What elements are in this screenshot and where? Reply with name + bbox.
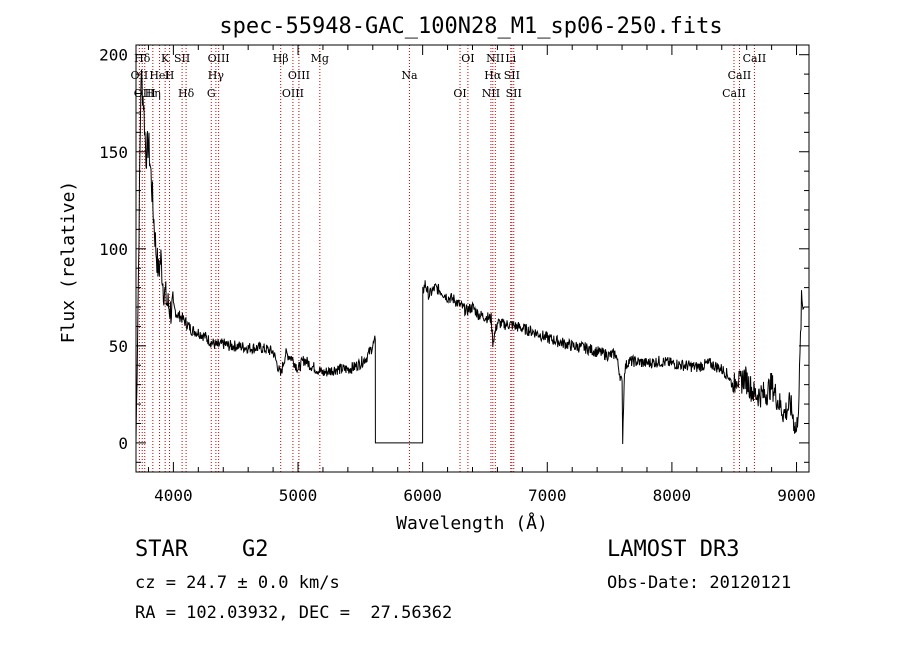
line-label-mg: Mg (311, 52, 329, 65)
line-label-nii: NII (482, 87, 500, 100)
line-label-hγ: Hγ (208, 69, 225, 82)
y-tick-label: 100 (99, 240, 128, 259)
x-tick-label: 4000 (154, 486, 193, 505)
line-label-na: Na (401, 69, 418, 82)
x-tick-label: 8000 (653, 486, 692, 505)
x-axis-ticks: 4000 5000 6000 7000 8000 9000 (147, 45, 816, 505)
observation-date: Obs-Date: 20120121 (607, 573, 792, 593)
line-label-g: G (207, 87, 216, 100)
spectrum-series-line (135, 69, 805, 445)
line-label-sii: SII (504, 69, 520, 82)
y-tick-label: 0 (118, 434, 128, 453)
line-label-caii: CaII (722, 87, 746, 100)
plot-frame (135, 44, 810, 473)
line-label-oi: OI (453, 87, 466, 100)
line-label-hδ: Hδ (178, 87, 195, 100)
y-tick-label: 50 (109, 337, 128, 356)
line-label-sii: SII (174, 52, 190, 65)
survey-name: LAMOST DR3 (607, 537, 740, 562)
redshift-readout: cz = 24.7 ± 0.0 km/s (135, 573, 340, 593)
line-label-hei: HeI (149, 69, 169, 82)
x-axis-label: Wavelength (Å) (396, 512, 548, 534)
chart-title: spec-55948-GAC_100N28_M1_sp06-250.fits (219, 14, 722, 39)
y-tick-label: 150 (99, 143, 128, 162)
x-tick-label: 9000 (777, 486, 816, 505)
line-label-oiii: OIII (134, 87, 156, 100)
line-label-oiii: OIII (282, 87, 304, 100)
object-class: STAR (135, 537, 188, 562)
coordinates-readout: RA = 102.03932, DEC = 27.56362 (135, 603, 453, 623)
line-label-oiii: OIII (208, 52, 230, 65)
y-tick-label: 200 (99, 46, 128, 65)
object-subclass: G2 (242, 537, 269, 562)
line-label-oii: OII (131, 69, 149, 82)
x-tick-label: 7000 (528, 486, 567, 505)
line-label-caii: CaII (728, 69, 752, 82)
line-label-h: H (165, 69, 175, 82)
y-axis-label: Flux (relative) (58, 181, 79, 344)
spectral-line-labels: HδOIIOIIIKHeIHηSIIHHδOIIIHγGHβOIIIOIIIMg… (131, 52, 767, 100)
line-label-li: Li (505, 52, 516, 65)
line-label-nii: NII (486, 52, 504, 65)
line-label-k: K (161, 52, 170, 65)
y-axis-ticks: 0 50 100 150 200 (99, 46, 809, 463)
line-label-hη: Hη (145, 87, 161, 100)
line-label-oi: OI (461, 52, 474, 65)
line-label-caii: CaII (743, 52, 767, 65)
line-label-hδ: Hδ (134, 52, 151, 65)
line-label-hβ: Hβ (273, 52, 289, 65)
spectral-line-markers (138, 45, 755, 472)
line-label-hα: Hα (484, 69, 502, 82)
line-label-sii: SII (506, 87, 522, 100)
x-tick-label: 5000 (279, 486, 318, 505)
x-tick-label: 6000 (403, 486, 442, 505)
line-label-oiii: OIII (288, 69, 310, 82)
